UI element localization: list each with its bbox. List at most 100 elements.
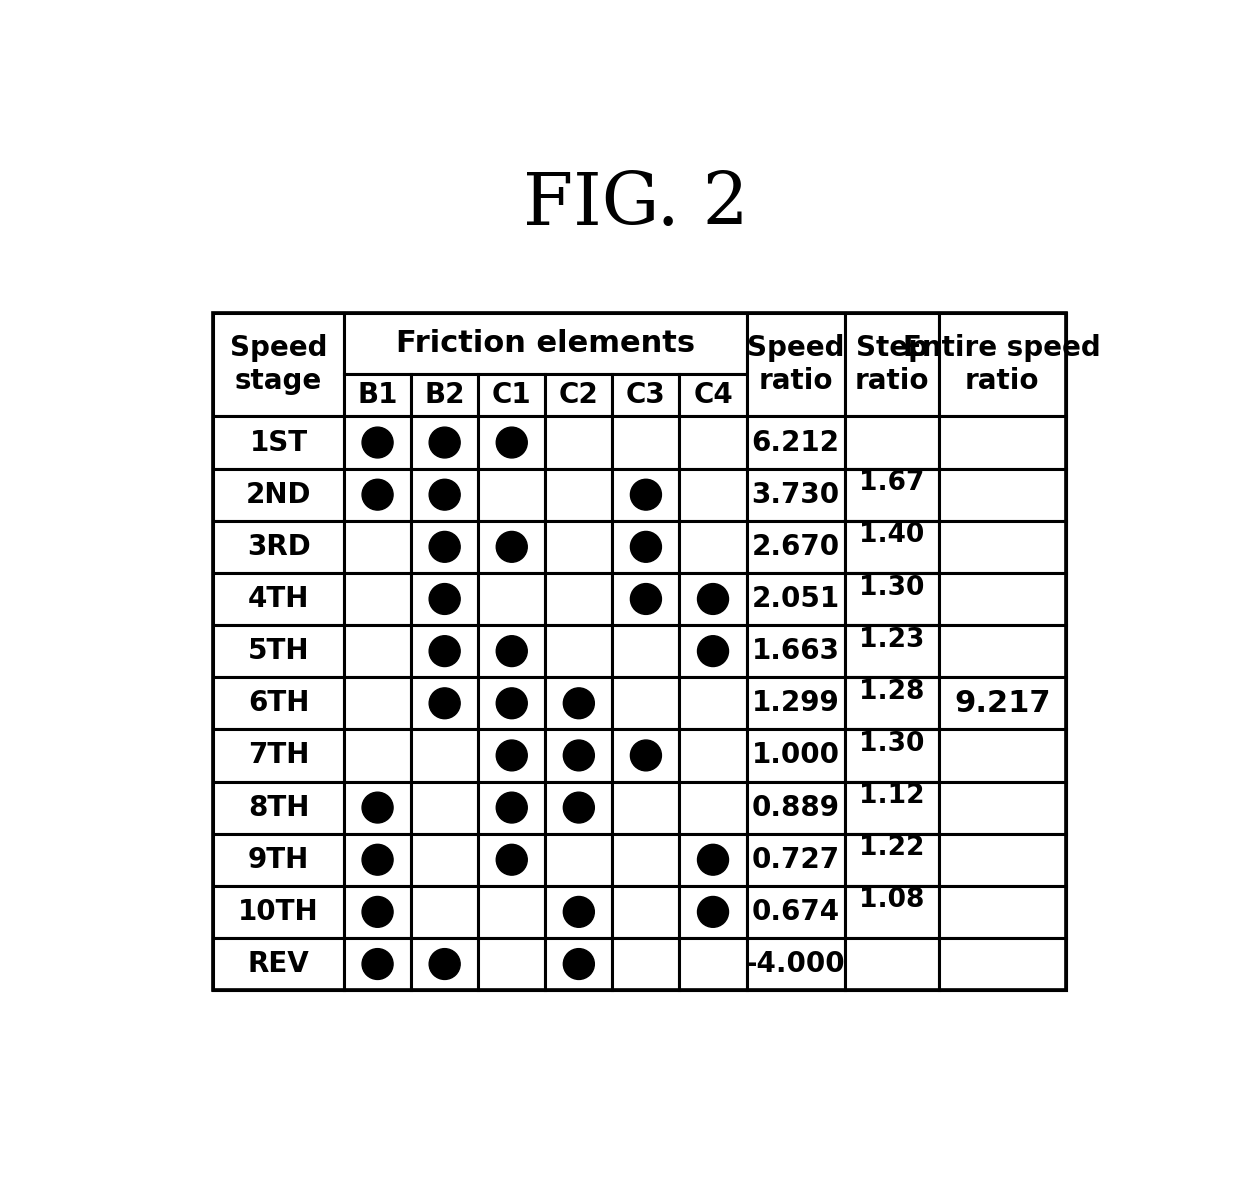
Bar	[343, 729, 412, 782]
Bar	[613, 782, 680, 833]
Text: 1ST: 1ST	[249, 428, 308, 457]
Circle shape	[563, 793, 594, 823]
Bar	[746, 729, 844, 782]
Circle shape	[429, 584, 460, 614]
Bar	[844, 729, 939, 782]
Text: FIG. 2: FIG. 2	[523, 169, 748, 240]
Circle shape	[429, 948, 460, 980]
Bar	[213, 416, 343, 469]
Bar	[613, 938, 680, 990]
Circle shape	[630, 584, 661, 614]
Bar	[746, 886, 844, 938]
Bar	[343, 374, 412, 416]
Circle shape	[630, 740, 661, 771]
Bar	[613, 886, 680, 938]
Bar	[939, 677, 1065, 729]
Bar	[546, 729, 613, 782]
Circle shape	[698, 635, 729, 667]
Bar	[412, 833, 479, 886]
Bar	[343, 573, 412, 625]
Text: -4.000: -4.000	[745, 950, 846, 978]
Bar	[939, 573, 1065, 625]
Bar	[680, 520, 746, 573]
Bar	[479, 469, 546, 520]
Text: 1.28: 1.28	[859, 679, 925, 705]
Text: C3: C3	[626, 381, 666, 409]
Text: 1.12: 1.12	[859, 783, 925, 809]
Text: Speed
stage: Speed stage	[229, 335, 327, 394]
Bar	[343, 782, 412, 833]
Bar	[479, 886, 546, 938]
Bar	[479, 573, 546, 625]
Bar	[479, 938, 546, 990]
Text: 2.670: 2.670	[751, 532, 839, 561]
Bar	[746, 677, 844, 729]
Circle shape	[362, 427, 393, 458]
Bar	[939, 833, 1065, 886]
Bar	[844, 782, 939, 833]
Bar	[844, 886, 939, 938]
Bar	[546, 520, 613, 573]
Bar	[213, 833, 343, 886]
Text: 8TH: 8TH	[248, 794, 309, 821]
Bar	[939, 886, 1065, 938]
Circle shape	[429, 427, 460, 458]
Bar	[479, 782, 546, 833]
Bar	[213, 313, 1065, 990]
Bar	[412, 677, 479, 729]
Bar	[844, 313, 939, 416]
Circle shape	[630, 480, 661, 510]
Bar	[939, 625, 1065, 677]
Bar	[746, 520, 844, 573]
Bar	[343, 313, 746, 374]
Text: Friction elements: Friction elements	[396, 329, 694, 357]
Bar	[546, 625, 613, 677]
Bar	[680, 938, 746, 990]
Text: B2: B2	[424, 381, 465, 409]
Bar	[844, 677, 939, 729]
Bar	[844, 625, 939, 677]
Bar	[680, 729, 746, 782]
Circle shape	[362, 480, 393, 510]
Text: 6TH: 6TH	[248, 689, 309, 717]
Bar	[844, 573, 939, 625]
Text: 4TH: 4TH	[248, 585, 309, 613]
Bar	[479, 625, 546, 677]
Circle shape	[362, 897, 393, 927]
Bar	[412, 416, 479, 469]
Bar	[213, 469, 343, 520]
Circle shape	[362, 948, 393, 980]
Bar	[546, 938, 613, 990]
Text: 1.30: 1.30	[859, 731, 925, 757]
Bar	[939, 782, 1065, 833]
Circle shape	[429, 635, 460, 667]
Bar	[746, 469, 844, 520]
Text: 1.22: 1.22	[859, 836, 925, 861]
Text: 1.08: 1.08	[859, 887, 925, 914]
Text: 9TH: 9TH	[248, 845, 309, 874]
Bar	[844, 833, 939, 886]
Bar	[546, 374, 613, 416]
Circle shape	[698, 584, 729, 614]
Bar	[746, 782, 844, 833]
Circle shape	[429, 531, 460, 562]
Bar	[746, 313, 844, 416]
Bar	[343, 625, 412, 677]
Circle shape	[362, 793, 393, 823]
Bar	[213, 573, 343, 625]
Circle shape	[429, 480, 460, 510]
Bar	[680, 833, 746, 886]
Circle shape	[496, 688, 527, 718]
Bar	[939, 416, 1065, 469]
Circle shape	[698, 844, 729, 875]
Bar	[680, 782, 746, 833]
Bar	[412, 573, 479, 625]
Circle shape	[496, 531, 527, 562]
Bar	[613, 625, 680, 677]
Bar	[213, 520, 343, 573]
Text: 1.40: 1.40	[859, 523, 924, 548]
Bar	[546, 677, 613, 729]
Bar	[546, 833, 613, 886]
Bar	[613, 573, 680, 625]
Bar	[343, 938, 412, 990]
